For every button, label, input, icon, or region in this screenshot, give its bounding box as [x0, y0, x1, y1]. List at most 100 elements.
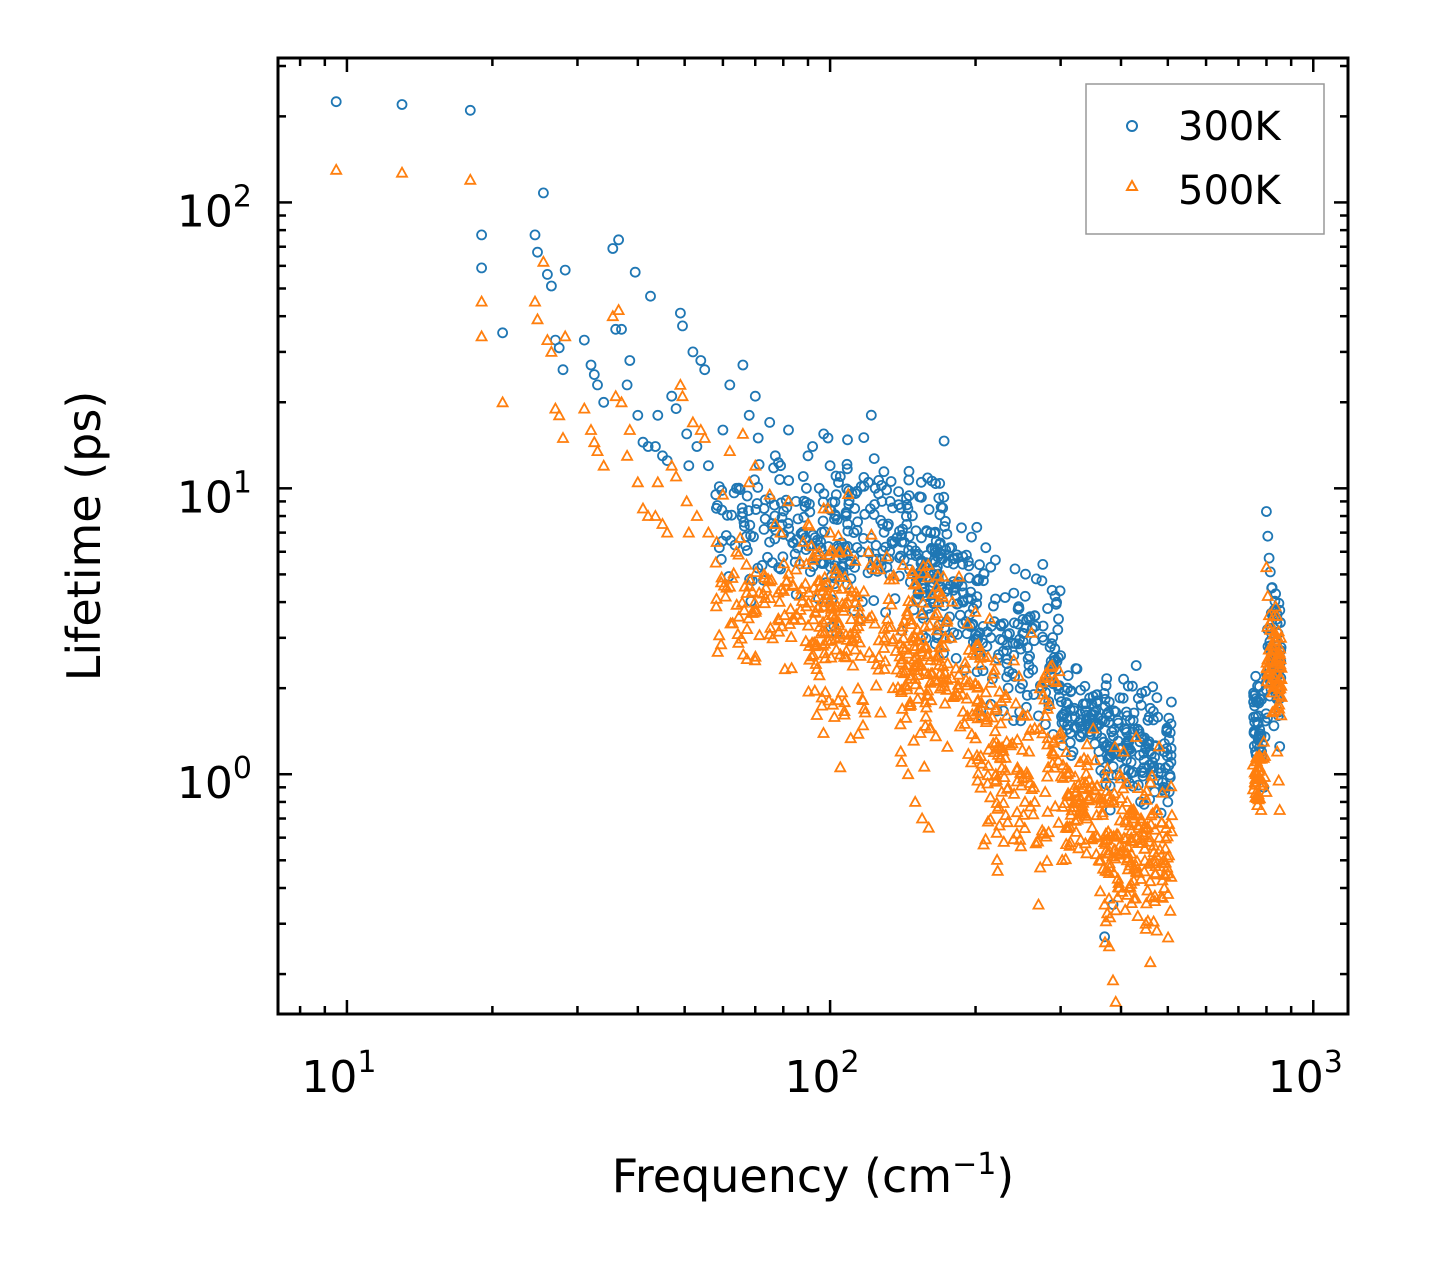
data-point-500k-dense	[1033, 681, 1047, 694]
data-point-500k-dense	[1129, 859, 1143, 871]
data-point-300k-dense	[956, 522, 967, 534]
data-point-300k	[752, 432, 764, 444]
data-point-500k-dense	[917, 759, 931, 772]
data-point-300k-dense	[963, 560, 975, 572]
data-point-300k	[1261, 506, 1272, 517]
data-point-500k-dense	[719, 589, 733, 602]
data-point-500k-dense	[1103, 794, 1117, 807]
data-point-300k	[737, 359, 749, 371]
data-point-500k-dense	[914, 628, 928, 640]
data-point-500k-dense	[990, 796, 1004, 808]
data-point-500k-dense	[1260, 655, 1274, 668]
data-point-500k-dense	[806, 612, 820, 625]
data-point-500k-dense	[981, 814, 995, 827]
data-point-500k-dense	[984, 675, 998, 688]
data-point-300k	[546, 280, 557, 292]
data-point-500k	[556, 431, 570, 443]
data-point-500k-dense	[899, 710, 913, 723]
data-point-300k	[585, 359, 597, 371]
data-point-500k-dense	[975, 696, 989, 709]
data-point-500k	[915, 811, 929, 824]
data-point-500k-dense	[862, 645, 876, 658]
data-point-300k-dense	[885, 476, 897, 487]
data-point-500k-dense	[884, 597, 898, 610]
data-point-500k	[983, 611, 997, 624]
data-point-300k-dense	[878, 466, 890, 478]
data-point-500k-dense	[1127, 873, 1141, 886]
data-point-500k	[1031, 897, 1046, 910]
data-point-300k-dense	[877, 518, 888, 530]
data-point-300k-dense	[1020, 568, 1031, 580]
data-point-500k-dense	[1148, 822, 1162, 835]
data-point-500k	[1263, 622, 1277, 635]
data-point-500k-dense	[1033, 860, 1047, 873]
data-point-500k-dense	[1130, 854, 1144, 866]
data-point-300k	[1062, 682, 1073, 694]
data-point-500k-dense	[960, 691, 974, 704]
data-point-300k-dense	[798, 511, 810, 523]
data-point-500k-dense	[1006, 832, 1020, 845]
data-point-300k	[731, 482, 742, 494]
data-point-300k	[607, 243, 619, 254]
data-point-500k-dense	[918, 719, 932, 731]
legend-label-500K: 500K	[1178, 168, 1282, 214]
data-point-500k-dense	[1258, 749, 1272, 761]
data-point-500k-dense	[965, 707, 979, 720]
data-point-500k-dense	[818, 595, 832, 608]
data-point-500k-dense	[897, 666, 911, 679]
data-point-300k-dense	[951, 598, 963, 610]
data-point-500k-dense	[714, 637, 728, 650]
data-point-500k-dense	[1265, 685, 1279, 698]
data-point-500k-dense	[968, 648, 982, 660]
data-point-500k-dense	[1144, 890, 1158, 903]
data-point-500k-dense	[784, 602, 798, 615]
data-point-300k	[677, 320, 688, 332]
data-point-300k	[610, 323, 622, 335]
data-point-500k-dense	[864, 527, 878, 540]
data-point-500k-dense	[1111, 828, 1125, 841]
data-point-500k	[1262, 608, 1276, 621]
data-point-500k-dense	[916, 595, 930, 608]
data-point-300k	[749, 390, 761, 402]
data-point-300k	[995, 620, 1007, 632]
data-point-500k-dense	[1093, 791, 1107, 804]
y-tick-label: 100	[177, 751, 252, 809]
data-point-300k	[813, 482, 825, 494]
data-point-300k-dense	[978, 575, 989, 587]
data-point-500k-dense	[939, 682, 954, 695]
data-point-500k	[1152, 830, 1166, 843]
data-point-500k-dense	[712, 628, 726, 641]
data-point-500k-dense	[868, 616, 882, 629]
data-point-500k	[1041, 669, 1055, 682]
data-point-500k	[660, 525, 674, 538]
data-point-500k-dense	[981, 776, 995, 789]
y-tick-label: 101	[177, 465, 252, 523]
data-point-500k-dense	[921, 649, 935, 662]
data-point-500k-dense	[1105, 849, 1119, 862]
data-point-500k	[1269, 701, 1283, 714]
data-point-500k-dense	[827, 710, 841, 722]
data-point-500k-dense	[930, 618, 944, 631]
data-point-500k-dense	[928, 608, 942, 621]
data-point-500k-dense	[887, 568, 901, 581]
data-point-500k-dense	[1273, 681, 1287, 694]
data-point-500k-dense	[816, 726, 831, 738]
data-point-500k-dense	[905, 567, 919, 579]
data-point-500k-dense	[930, 579, 944, 592]
data-point-300k-dense	[801, 482, 812, 494]
data-point-300k-dense	[941, 528, 953, 540]
data-point-500k-dense	[1078, 836, 1092, 849]
data-point-500k-dense	[737, 603, 751, 616]
data-point-500k	[1270, 744, 1284, 757]
data-point-300k	[717, 424, 729, 436]
data-point-500k-dense	[877, 662, 892, 674]
data-point-500k-dense	[1161, 887, 1175, 899]
data-point-500k	[748, 458, 762, 471]
data-point-500k	[1157, 853, 1171, 866]
data-point-500k-dense	[810, 708, 824, 720]
data-point-500k-dense	[953, 719, 967, 732]
data-point-500k-dense	[710, 535, 724, 547]
data-point-500k-dense	[1085, 820, 1099, 833]
data-point-500k	[1272, 773, 1286, 786]
data-point-500k	[821, 501, 835, 514]
